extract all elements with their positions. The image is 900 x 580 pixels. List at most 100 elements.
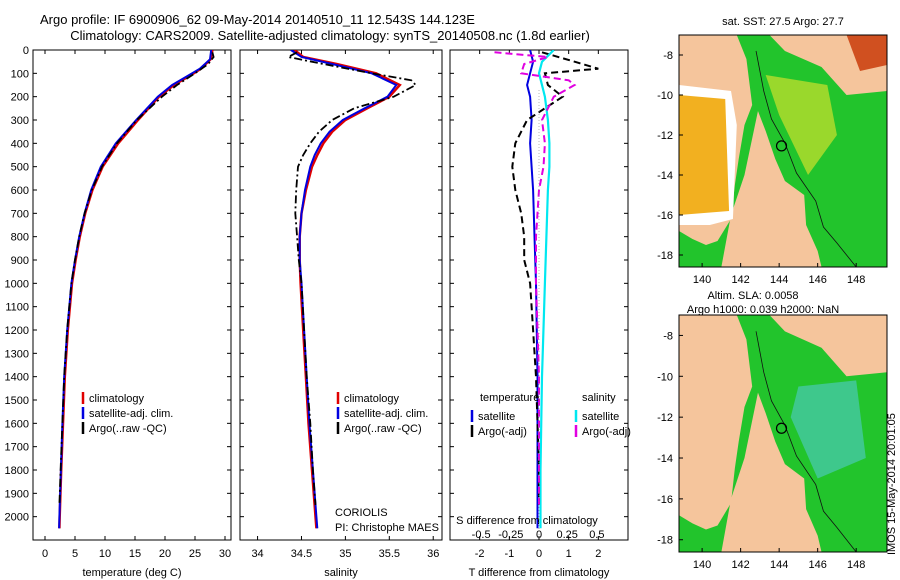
map-land <box>721 392 822 552</box>
s-tick-label: 0.25 <box>556 529 577 541</box>
map-y-tick-label: -14 <box>657 453 673 465</box>
x-tick-label: 35 <box>339 548 351 560</box>
x-tick-label: 34.5 <box>291 548 312 560</box>
x-tick-label: 36 <box>427 548 439 560</box>
legend-header: salinity <box>582 392 616 404</box>
x-axis-label: temperature (deg C) <box>82 567 181 579</box>
map-frame <box>678 314 888 553</box>
x-tick-label: 5 <box>72 548 78 560</box>
map-x-tick-label: 144 <box>770 274 788 286</box>
map-y-tick-label: -14 <box>657 170 673 182</box>
x-axis-label: salinity <box>324 567 358 579</box>
series-line-0 <box>526 50 539 529</box>
map-mid-area <box>765 75 837 175</box>
y-tick-label: 2000 <box>5 512 29 524</box>
y-tick-label: 500 <box>11 162 29 174</box>
series-line-2 <box>58 52 215 506</box>
map-x-tick-label: 148 <box>847 274 865 286</box>
legend-label: climatology <box>89 393 145 405</box>
x-tick-label: 1 <box>566 548 572 560</box>
y-tick-label: 700 <box>11 208 29 220</box>
map-y-tick-label: -8 <box>663 330 673 342</box>
map-y-tick-label: -10 <box>657 90 673 102</box>
x-tick-label: 0 <box>42 548 48 560</box>
map-contour <box>755 50 857 268</box>
x-tick-label: 30 <box>219 548 231 560</box>
y-tick-label: 300 <box>11 115 29 127</box>
legend-label: satellite-adj. clim. <box>344 408 428 420</box>
s-tick-label: 0.5 <box>589 529 604 541</box>
legend-label: satellite-adj. clim. <box>89 408 173 420</box>
title-line2: Climatology: CARS2009. Satellite-adjuste… <box>70 28 590 43</box>
map-x-tick-label: 140 <box>693 559 711 571</box>
map-land <box>721 111 822 267</box>
map-warm-area <box>679 95 730 215</box>
series-line-1 <box>511 51 599 505</box>
map-x-tick-label: 142 <box>731 274 749 286</box>
panel-1: 34 34.5 35 35.5 36 salinity climatology satelli… <box>239 49 443 579</box>
x-axis-label: T difference from climatology <box>469 567 610 579</box>
map-x-tick-label: 142 <box>731 559 749 571</box>
panel-0: 0100200300400500600700800900100011001200… <box>5 45 232 579</box>
map-y-tick-label: -16 <box>657 210 673 222</box>
map-y-tick-label: -18 <box>657 250 673 262</box>
series-line-2 <box>285 51 418 506</box>
y-tick-label: 800 <box>11 232 29 244</box>
map-y-tick-label: -16 <box>657 494 673 506</box>
y-tick-label: 1600 <box>5 418 29 430</box>
legend-label: Argo(..raw -QC) <box>344 423 422 435</box>
argo-position-marker <box>775 422 788 434</box>
map-y-tick-label: -12 <box>657 130 673 142</box>
x-tick-label: 34 <box>251 548 263 560</box>
x-tick-label: 35.5 <box>379 548 400 560</box>
y-tick-label: 900 <box>11 255 29 267</box>
series-line-3 <box>494 51 577 505</box>
legend-header: temperature <box>480 392 539 404</box>
series-line-2 <box>537 50 555 529</box>
map-x-tick-label: 146 <box>808 559 826 571</box>
series-line-0 <box>293 50 402 529</box>
axes-frame <box>32 49 232 541</box>
map-land <box>679 315 753 530</box>
y-tick-label: 1200 <box>5 325 29 337</box>
map-title: sat. SST: 27.5 Argo: 27.7 <box>722 16 844 28</box>
title-line1: Argo profile: IF 6900906_62 09-May-2014 … <box>40 12 475 27</box>
y-tick-label: 400 <box>11 138 29 150</box>
x-axis-top-label: S difference from climatology <box>456 515 598 527</box>
legend-label: climatology <box>344 393 400 405</box>
map-hot-area <box>846 35 887 71</box>
argo-position-marker <box>775 140 788 152</box>
annotation: PI: Christophe MAES <box>335 522 439 534</box>
timestamp-stamp: IMOS 15-May-2014 20:01:05 <box>886 413 898 555</box>
map-frame <box>678 34 888 268</box>
map-y-tick-label: -12 <box>657 412 673 424</box>
axes-frame <box>239 49 443 541</box>
y-tick-label: 1300 <box>5 348 29 360</box>
y-tick-label: 200 <box>11 92 29 104</box>
x-tick-label: 20 <box>159 548 171 560</box>
map-title: Altim. SLA: 0.0058 <box>707 290 798 302</box>
x-tick-label: -2 <box>475 548 485 560</box>
map-x-tick-label: 146 <box>808 274 826 286</box>
y-tick-label: 0 <box>23 45 29 57</box>
legend-label: satellite <box>478 411 515 423</box>
map-y-tick-label: -18 <box>657 535 673 547</box>
y-tick-label: 1500 <box>5 395 29 407</box>
annotation: CORIOLIS <box>335 507 388 519</box>
y-tick-label: 1900 <box>5 488 29 500</box>
x-tick-label: 2 <box>595 548 601 560</box>
y-tick-label: 1000 <box>5 278 29 290</box>
x-tick-label: 0 <box>536 548 542 560</box>
y-tick-label: 1800 <box>5 465 29 477</box>
map-0: sat. SST: 27.5 Argo: 27.7 140 142 144 146 148… <box>657 16 888 286</box>
map-y-tick-label: -8 <box>663 50 673 62</box>
x-tick-label: 10 <box>99 548 111 560</box>
y-tick-label: 1700 <box>5 442 29 454</box>
s-tick-label: -0.5 <box>472 529 491 541</box>
legend-label: satellite <box>582 411 619 423</box>
map-y-tick-label: -10 <box>657 371 673 383</box>
panel-2: -2 -1 0 1 2 T difference from climatology temp… <box>449 49 631 579</box>
map-sla-area <box>790 380 866 479</box>
x-tick-label: 15 <box>129 548 141 560</box>
